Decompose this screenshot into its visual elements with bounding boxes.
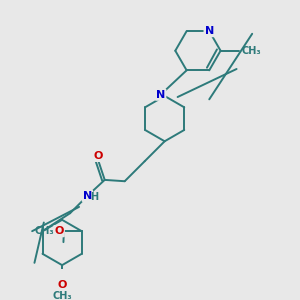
Text: O: O [93, 151, 103, 161]
Text: CH₃: CH₃ [34, 226, 54, 236]
Text: N: N [156, 90, 165, 100]
Text: O: O [54, 226, 64, 236]
Text: H: H [90, 192, 98, 202]
Text: CH₃: CH₃ [52, 291, 72, 300]
Text: O: O [57, 280, 67, 290]
Text: CH₃: CH₃ [242, 46, 262, 56]
Text: N: N [205, 26, 214, 36]
Text: N: N [83, 191, 92, 201]
